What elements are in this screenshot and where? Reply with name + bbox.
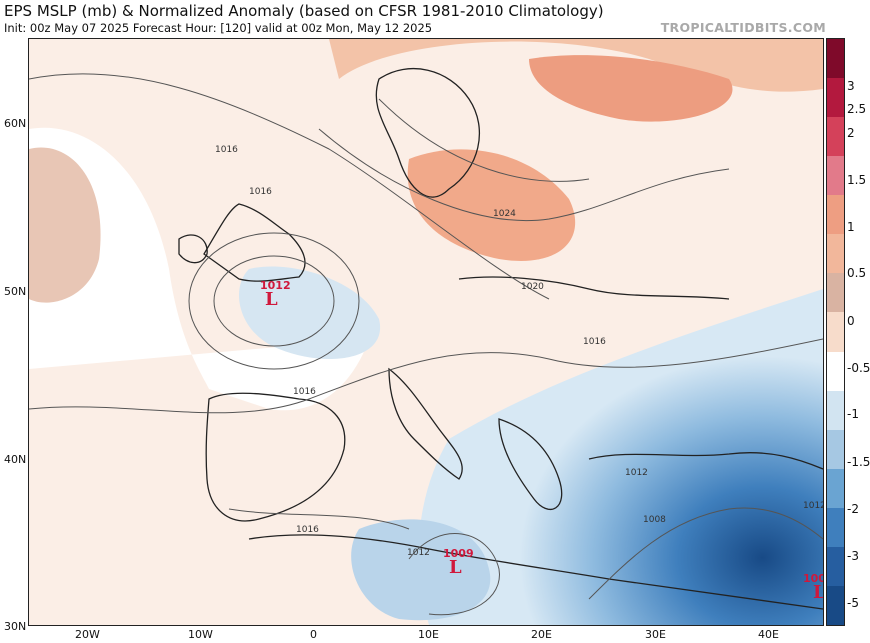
isobar-label: 1016 <box>296 525 319 535</box>
colorbar-tick: -0.5 <box>847 361 870 375</box>
negative-anomaly-biscay <box>239 266 381 359</box>
positive-anomaly-finland <box>529 55 733 122</box>
isobar-label: 1016 <box>293 387 316 397</box>
chart-subtitle: Init: 00z May 07 2025 Forecast Hour: [12… <box>4 21 433 35</box>
map-canvas <box>29 39 823 625</box>
weather-map: 1024 1020 1016 1016 1016 1016 1012 1012 … <box>28 38 824 626</box>
isobar-label: 1012 <box>803 501 824 511</box>
colorbar-tick: -3 <box>847 549 859 563</box>
isobar-label: 1020 <box>521 282 544 292</box>
isobar-label: 1012 <box>625 468 648 478</box>
isobar-label: 1008 <box>643 515 666 525</box>
positive-anomaly-north <box>329 39 823 92</box>
site-brand[interactable]: TROPICALTIDBITS.COM <box>660 20 826 35</box>
isobar-label: 1012 <box>407 548 430 558</box>
colorbar-tick: -5 <box>847 596 859 610</box>
low-pressure-symbol: L <box>449 557 462 578</box>
low-pressure-value: 1009 <box>443 547 474 560</box>
lon-label: 20W <box>75 628 100 641</box>
colorbar-swatch <box>827 195 844 235</box>
colorbar-tick: 2 <box>847 126 855 140</box>
isobar-label: 1016 <box>249 187 272 197</box>
colorbar-tick: -2 <box>847 502 859 516</box>
colorbar-swatch <box>827 156 844 196</box>
colorbar-swatch <box>827 39 844 79</box>
negative-anomaly-east <box>418 289 823 625</box>
colorbar-tick: -1 <box>847 407 859 421</box>
colorbar-swatch <box>827 390 844 430</box>
chart-title: EPS MSLP (mb) & Normalized Anomaly (base… <box>4 2 604 20</box>
negative-anomaly-tunisia <box>351 519 491 621</box>
isobars <box>29 73 823 616</box>
colorbar-swatch <box>827 585 844 625</box>
low-pressure-symbol: L <box>813 582 823 603</box>
lon-label: 10W <box>188 628 213 641</box>
low-pressure-value: 100 <box>803 572 824 585</box>
lon-label: 40E <box>758 628 779 641</box>
colorbar-tick: 0 <box>847 314 855 328</box>
positive-anomaly-west <box>29 147 101 303</box>
isobar-label: 1016 <box>215 145 238 155</box>
colorbar-swatch <box>827 546 844 586</box>
neutral-region <box>29 127 369 411</box>
colorbar-swatch <box>827 78 844 118</box>
colorbar-swatch <box>827 117 844 157</box>
isobar-label: 1024 <box>493 209 516 219</box>
lon-label: 0 <box>310 628 317 641</box>
lat-label: 30N <box>4 620 27 633</box>
coastlines <box>178 67 823 610</box>
colorbar-tick: 1 <box>847 220 855 234</box>
isobar-label: 1016 <box>583 337 606 347</box>
lon-label: 10E <box>418 628 439 641</box>
colorbar-tick: 3 <box>847 79 855 93</box>
anomaly-colorbar <box>826 38 845 626</box>
colorbar-tick: 1.5 <box>847 173 867 187</box>
colorbar-tick: 0.5 <box>847 266 867 280</box>
colorbar-swatch <box>827 234 844 274</box>
colorbar-swatch <box>827 507 844 547</box>
lon-label: 20E <box>531 628 552 641</box>
colorbar-swatch <box>827 351 844 391</box>
colorbar-tick: -1.5 <box>847 455 870 469</box>
lat-label: 40N <box>4 453 27 466</box>
lat-label: 50N <box>4 285 27 298</box>
colorbar-swatch <box>827 273 844 313</box>
lon-label: 30E <box>645 628 666 641</box>
colorbar-swatch <box>827 468 844 508</box>
colorbar-swatch <box>827 429 844 469</box>
positive-anomaly-scandinavia <box>407 149 576 261</box>
colorbar-swatch <box>827 312 844 352</box>
low-pressure-value: 1012 <box>260 279 291 292</box>
lat-label: 60N <box>4 117 27 130</box>
colorbar-tick: 2.5 <box>847 102 867 116</box>
low-pressure-symbol: L <box>265 289 278 310</box>
